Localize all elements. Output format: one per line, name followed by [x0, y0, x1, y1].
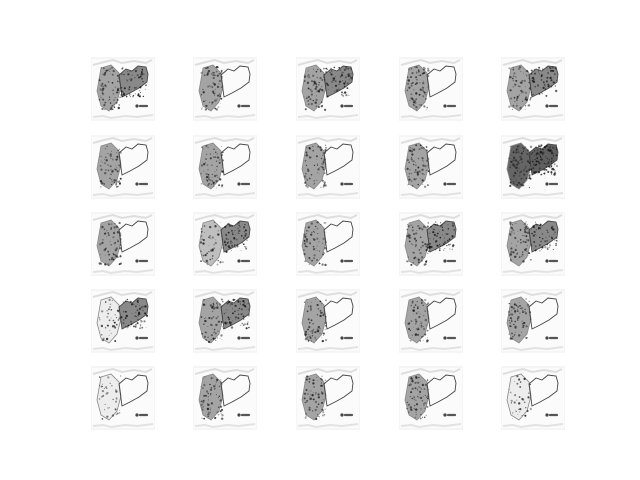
map-tile	[399, 289, 463, 353]
map-tile	[399, 135, 463, 199]
map-tile	[501, 135, 565, 199]
map-tile	[193, 289, 257, 353]
map-tile	[296, 57, 360, 121]
map-tile	[296, 366, 360, 430]
map-tile	[91, 57, 155, 121]
map-tile	[296, 212, 360, 276]
map-tile	[501, 57, 565, 121]
map-tile	[91, 366, 155, 430]
map-tile	[91, 212, 155, 276]
map-tile	[501, 366, 565, 430]
map-tile	[399, 212, 463, 276]
map-tile	[193, 212, 257, 276]
map-tile	[501, 212, 565, 276]
map-tile	[193, 366, 257, 430]
map-tile	[296, 135, 360, 199]
map-tile	[91, 135, 155, 199]
map-tile	[193, 135, 257, 199]
map-tile	[399, 57, 463, 121]
map-tile	[193, 57, 257, 121]
map-tile	[501, 289, 565, 353]
map-tile	[91, 289, 155, 353]
map-tile	[296, 289, 360, 353]
map-tile	[399, 366, 463, 430]
